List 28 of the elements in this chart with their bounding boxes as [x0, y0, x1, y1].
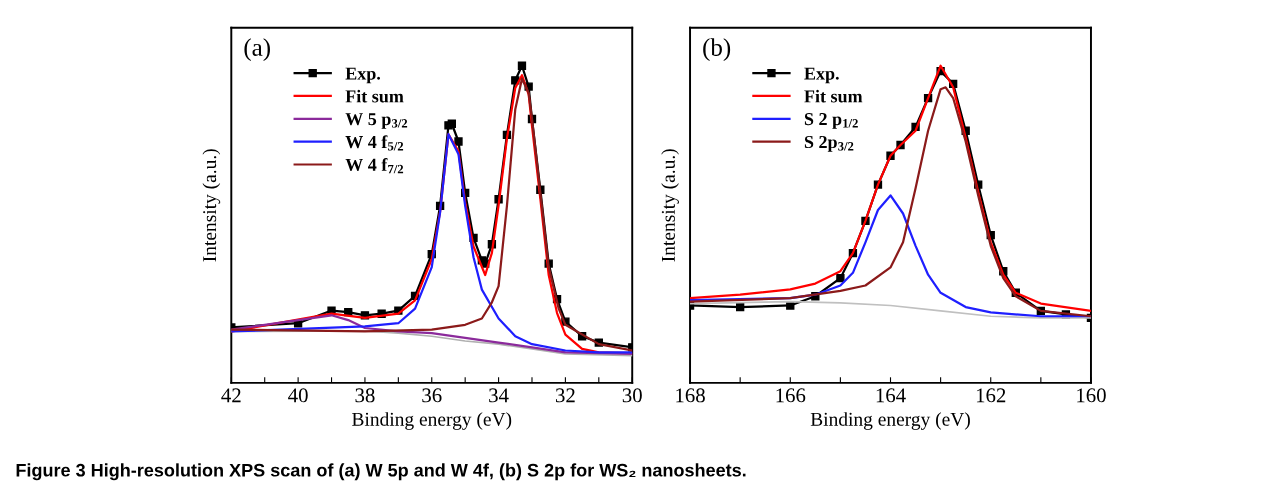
x-tick-label: 30: [622, 388, 642, 403]
x-tick-label: 42: [221, 388, 241, 403]
x-tick-label: 32: [555, 388, 575, 403]
x-tick-label: 40: [288, 388, 308, 403]
caption: Figure 3 High-resolution XPS scan of (a) W 5p and W 4f, (b) S 2p for WS₂ nanosheets.: [16, 463, 746, 481]
x-tick-label: 36: [422, 388, 442, 403]
legend-label: S 2p$_{3/2}$: [804, 135, 854, 152]
y-axis-title: Intensity (a.u.): [202, 149, 221, 262]
x-tick-label: 34: [489, 388, 509, 403]
x-axis-title: Binding energy (eV): [352, 412, 512, 430]
chart-title: (a): [244, 38, 270, 61]
legend-label: Exp.: [804, 67, 839, 84]
x-tick-label: 160: [1077, 388, 1106, 403]
chart-title: (b): [703, 38, 731, 61]
x-tick-label: 166: [776, 388, 806, 403]
x-tick-label: 164: [876, 388, 906, 403]
x-tick-label: 162: [976, 388, 1006, 403]
legend-label: Fit sum: [345, 89, 404, 103]
legend-label: W 4 f$_{5/2}$: [345, 135, 404, 151]
legend-label: W 5 p$_{3/2}$: [345, 113, 408, 129]
legend-label: S 2 p$_{1/2}$: [804, 113, 858, 129]
legend-label: W 4 f$_{7/2}$: [345, 158, 404, 174]
y-axis-title: Intensity (a.u.): [661, 149, 679, 262]
legend-label: Fit sum: [804, 89, 863, 103]
legend-label: Exp.: [345, 67, 381, 84]
x-tick-label: 168: [676, 388, 705, 403]
x-axis-title: Binding energy (eV): [810, 412, 970, 430]
x-tick-label: 38: [355, 388, 375, 403]
